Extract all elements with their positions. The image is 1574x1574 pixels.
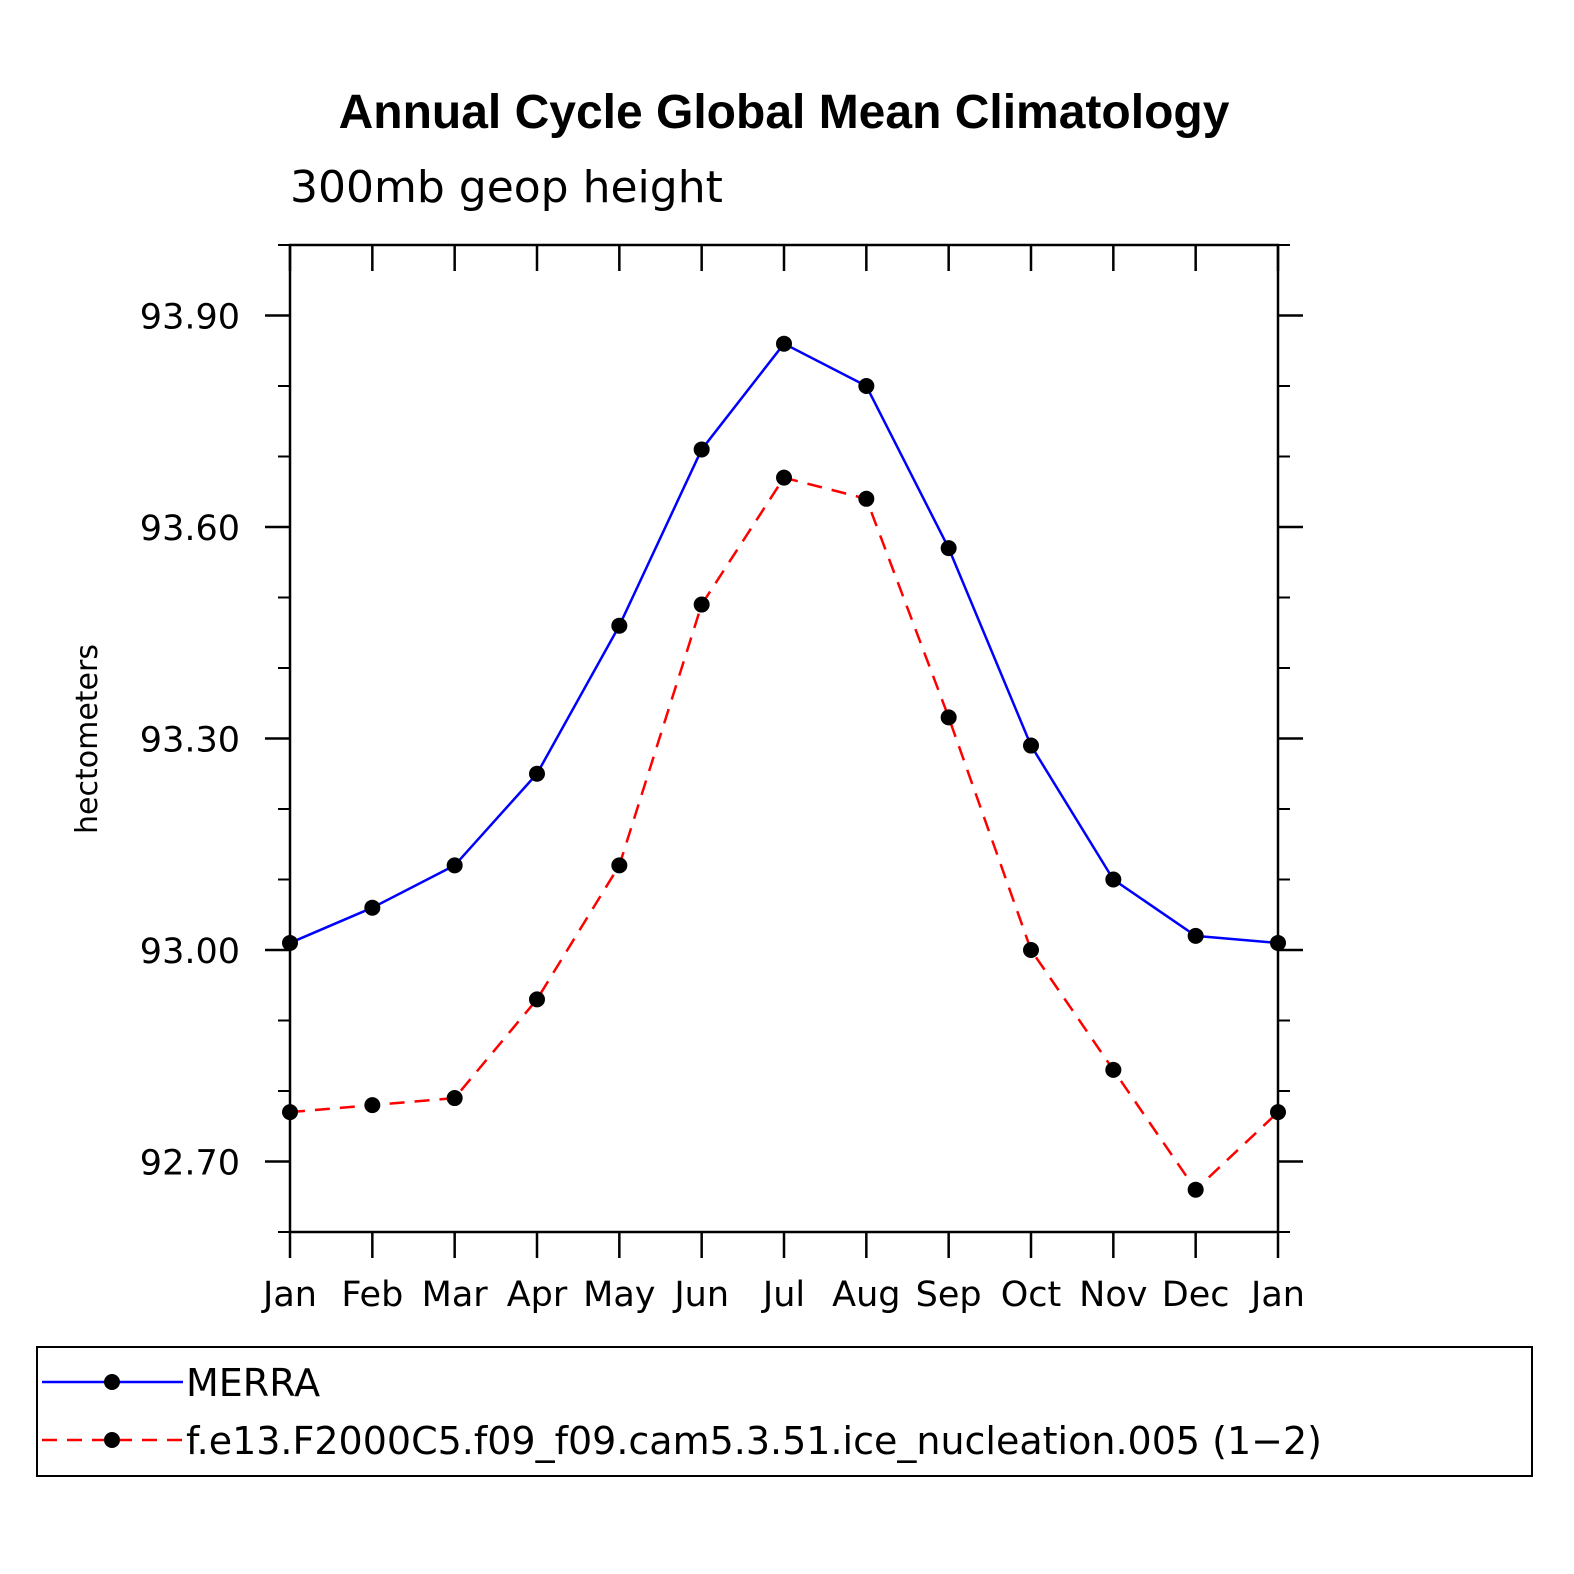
chart-title: Annual Cycle Global Mean Climatology: [339, 86, 1230, 139]
series-1-point: [776, 469, 792, 486]
x-tick-label: Jun: [672, 1275, 729, 1315]
series-0-point: [940, 540, 957, 557]
x-tick-label: Jan: [1249, 1275, 1305, 1315]
legend-label-model: f.e13.F2000C5.f09_f09.cam5.3.51.ice_nucl…: [186, 1419, 1322, 1463]
series-1-point: [858, 490, 875, 507]
legend-box: [36, 1346, 1533, 1477]
series-0-point: [529, 765, 545, 782]
series-0-point: [776, 335, 792, 352]
x-tick-label: Sep: [916, 1275, 982, 1315]
series-1-point: [940, 709, 957, 726]
x-tick-label: Oct: [1001, 1275, 1062, 1315]
plot-area: Jan Feb Mar Apr May Jun Jul Aug Sep Oct Nov Dec Jan 9…: [140, 243, 1305, 1315]
y-axis-label: hectometers: [70, 644, 105, 834]
series-0-point: [446, 857, 463, 874]
series-1-point: [1105, 1061, 1122, 1078]
series-1-point: [1023, 942, 1039, 958]
series-1-point: [446, 1090, 463, 1107]
series-0-point: [693, 441, 710, 458]
x-tick-label: Feb: [341, 1275, 403, 1315]
series-0-point: [364, 899, 381, 916]
series-line-0: [289, 342, 1279, 945]
series-0-point: [1187, 927, 1204, 944]
legend-marker-model: [104, 1432, 120, 1448]
series-1-point: [364, 1097, 381, 1114]
x-tick-label: Mar: [422, 1275, 489, 1315]
x-tick-label: Jan: [261, 1275, 317, 1315]
x-tick-label: May: [583, 1275, 655, 1315]
legend-marker-merra: [104, 1374, 120, 1390]
series-0-point: [1023, 737, 1039, 754]
series-0-point: [611, 617, 628, 634]
x-tick-label: Dec: [1162, 1275, 1230, 1315]
series-0-point: [1270, 934, 1286, 951]
legend-label-merra: MERRA: [186, 1361, 320, 1405]
series-1-point: [611, 857, 628, 874]
y-tick-label: 92.70: [140, 1144, 240, 1184]
y-tick-label: 93.60: [140, 509, 240, 549]
series-line-1: [289, 476, 1279, 1192]
series-1-point: [282, 1104, 298, 1121]
chart-subtitle: 300mb geop height: [290, 162, 723, 213]
series-1-point: [529, 991, 545, 1008]
series-1-point: [693, 596, 710, 613]
legend: MERRA f.e13.F2000C5.f09_f09.cam5.3.51.ic…: [36, 1346, 1533, 1477]
y-tick-label: 93.30: [140, 721, 240, 761]
x-tick-label: Apr: [507, 1275, 568, 1315]
series-0-point: [1105, 871, 1122, 888]
plot-frame: [288, 243, 1280, 1234]
y-tick-label: 93.00: [140, 932, 240, 972]
x-tick-label: Nov: [1079, 1275, 1147, 1315]
series-0-point: [858, 378, 875, 394]
y-tick-label: 93.90: [140, 298, 240, 338]
series-0-point: [282, 934, 298, 951]
series-1-point: [1270, 1104, 1286, 1121]
x-tick-label: Jul: [761, 1275, 805, 1315]
x-tick-label: Aug: [832, 1275, 900, 1315]
series-1-point: [1187, 1181, 1204, 1198]
